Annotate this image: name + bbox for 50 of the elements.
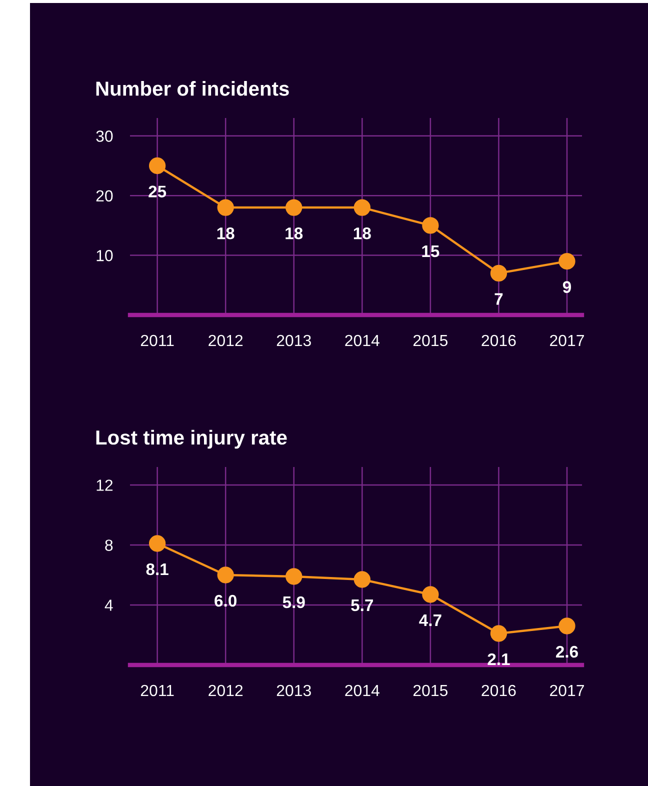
- point: [490, 625, 508, 642]
- x-tick-label: 2011: [140, 684, 174, 696]
- point: [286, 568, 302, 585]
- x-tick-label: 2011: [140, 334, 174, 346]
- x-tick-label: 2016: [482, 684, 516, 696]
- y-tick-label: 12: [96, 480, 113, 491]
- y-tick-label: 10: [96, 250, 113, 262]
- x-tick-label: 2012: [208, 684, 243, 696]
- point: [558, 252, 576, 270]
- y-tick-label: 30: [96, 130, 113, 142]
- x-tick-label: 2017: [550, 334, 584, 346]
- data-label: 4.7: [419, 614, 442, 626]
- x-tick-label: 2013: [276, 334, 311, 346]
- x-tick-label: 2015: [413, 684, 448, 696]
- data-label: 8.1: [146, 563, 168, 576]
- data-label: 5.9: [282, 596, 305, 608]
- chart-title: Number of incidents: [96, 81, 289, 96]
- data-label: 5.7: [351, 600, 373, 612]
- y-tick-label: 8: [105, 540, 113, 551]
- y-tick-label: 4: [104, 600, 113, 611]
- point: [286, 199, 302, 216]
- x-tick-label: 2014: [345, 334, 380, 346]
- x-tick-label: 2014: [345, 684, 380, 696]
- point: [217, 566, 234, 584]
- x-tick-label: 2013: [276, 684, 311, 696]
- point: [422, 217, 439, 234]
- point: [490, 264, 508, 282]
- data-label: 15: [422, 246, 440, 258]
- data-label: 6.0: [214, 594, 236, 607]
- point: [148, 535, 166, 552]
- y-tick-label: 20: [96, 190, 113, 202]
- point: [354, 571, 370, 588]
- data-label: 25: [148, 186, 166, 198]
- chart-title: Lost time injury rate: [96, 430, 287, 449]
- data-label: 2.6: [556, 646, 578, 658]
- x-tick-label: 2012: [208, 334, 243, 346]
- x-tick-label: 2015: [413, 334, 448, 346]
- data-label: 2.1: [488, 653, 510, 666]
- data-label: 18: [217, 227, 234, 240]
- data-label: 18: [354, 227, 371, 240]
- data-label: 7: [494, 293, 503, 305]
- point: [422, 586, 439, 603]
- point: [217, 199, 234, 216]
- point: [354, 199, 370, 216]
- data-label: 18: [286, 227, 303, 240]
- point: [148, 157, 166, 174]
- x-tick-label: 2017: [550, 684, 584, 696]
- point: [558, 618, 576, 634]
- data-label: 9: [562, 281, 571, 293]
- x-tick-label: 2016: [482, 334, 516, 346]
